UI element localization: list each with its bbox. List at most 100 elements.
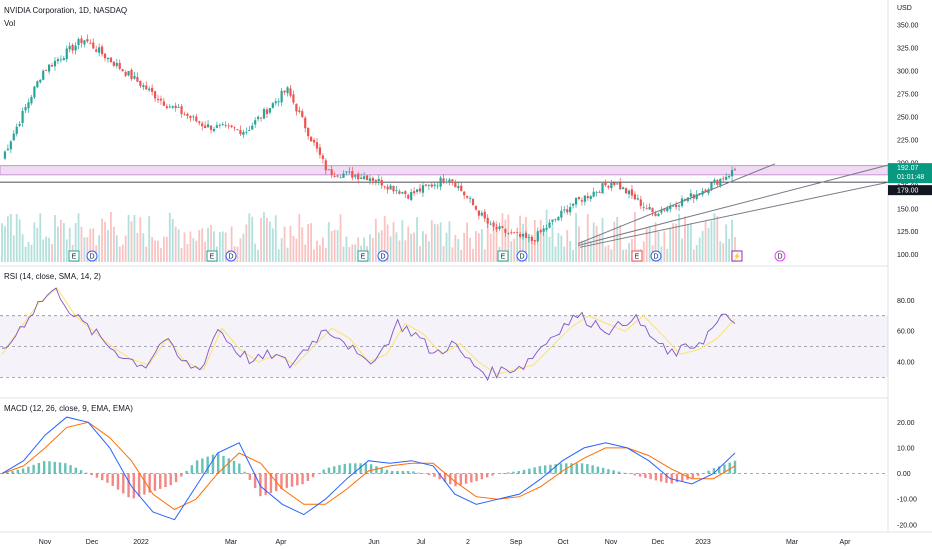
candle-body <box>351 171 354 178</box>
macd-histogram-bar <box>512 471 515 474</box>
macd-histogram-bar <box>412 471 415 474</box>
macd-histogram-bar <box>575 463 578 474</box>
candle-body <box>666 207 669 212</box>
volume-bar <box>333 229 336 262</box>
volume-bar <box>734 237 736 262</box>
price-tick-label: 325.00 <box>897 46 919 53</box>
candle-body <box>510 232 513 234</box>
volume-bar <box>560 235 563 262</box>
candle-body <box>71 44 74 51</box>
candle-body <box>180 106 183 115</box>
candle-body <box>153 91 157 99</box>
candle-body <box>451 179 454 182</box>
candle-body <box>39 79 42 83</box>
volume-bar <box>295 238 298 262</box>
macd-histogram-bar <box>32 464 35 474</box>
volume-bar <box>357 237 360 262</box>
volume-bar <box>383 216 386 262</box>
candle-body <box>230 125 233 128</box>
volume-bar <box>516 235 519 262</box>
candle-body <box>268 108 271 113</box>
candle-body <box>224 124 227 126</box>
time-axis-label: Jul <box>417 539 426 546</box>
candle-body <box>265 109 269 114</box>
volume-bar <box>168 212 171 262</box>
earnings-marker <box>68 250 80 262</box>
time-axis-label: 2 <box>466 539 470 546</box>
macd-histogram-bar <box>654 473 658 481</box>
macd-histogram-bar <box>311 473 315 478</box>
volume-bar <box>681 238 683 262</box>
macd-histogram-bar <box>517 471 520 474</box>
candle-body <box>139 80 142 87</box>
candle-body <box>204 125 207 129</box>
candle-body <box>489 223 492 225</box>
macd-histogram-bar <box>649 473 652 480</box>
macd-histogram-bar <box>248 473 252 480</box>
volume-bar <box>386 224 389 262</box>
macd-histogram-bar <box>449 473 452 485</box>
candle-body <box>719 178 722 186</box>
volume-bar <box>236 246 239 262</box>
candle-body <box>83 40 86 45</box>
macd-histogram-bar <box>21 468 25 474</box>
candle-body <box>651 208 654 213</box>
volume-bar <box>304 244 307 262</box>
volume-bar <box>686 224 689 262</box>
macd-histogram-bar <box>596 466 600 474</box>
candle-body <box>257 116 260 120</box>
macd-histogram-bar <box>37 462 41 474</box>
candle-body <box>236 129 239 131</box>
candle-body <box>151 87 154 92</box>
candle-body <box>6 148 9 151</box>
candle-body <box>613 182 616 185</box>
candle-body <box>133 76 136 79</box>
volume-bar <box>466 222 469 262</box>
candle-body <box>77 39 80 45</box>
volume-bar <box>663 231 666 262</box>
volume-bar <box>342 246 345 262</box>
volume-bar <box>654 222 657 262</box>
macd-histogram-bar <box>369 464 373 474</box>
volume-bar <box>554 246 557 262</box>
event-marker-label: E <box>210 254 215 261</box>
candle-body <box>309 136 313 142</box>
candle-body <box>707 189 710 194</box>
candle-body <box>124 72 127 76</box>
volume-bar <box>201 228 204 262</box>
volume-bar <box>416 217 418 262</box>
volume-bar <box>692 249 695 262</box>
candle-body <box>227 125 230 127</box>
candle-body <box>427 184 430 186</box>
volume-bar <box>719 241 722 262</box>
macd-histogram-bar <box>601 467 605 474</box>
candle-body <box>663 209 666 211</box>
candle-body <box>722 178 725 180</box>
volume-bar <box>716 216 719 262</box>
volume-bar <box>319 245 321 262</box>
volume-bar <box>339 214 342 262</box>
candle-body <box>165 106 168 109</box>
candle-body <box>524 232 528 238</box>
macd-histogram-bar <box>137 473 141 497</box>
candle-body <box>259 117 263 119</box>
candle-body <box>301 111 304 118</box>
volume-bar <box>277 249 280 262</box>
macd-histogram-bar <box>733 460 737 474</box>
candle-body <box>633 194 637 200</box>
candle-body <box>277 101 280 103</box>
volume-bar <box>374 218 377 262</box>
macd-histogram-bar <box>338 465 341 474</box>
candle-body <box>468 198 472 200</box>
volume-bar <box>298 213 301 262</box>
candle-body <box>233 127 236 129</box>
candle-body <box>439 177 442 187</box>
time-axis-label: Apr <box>840 539 852 546</box>
candle-body <box>513 232 516 234</box>
macd-histogram-bar <box>559 463 563 474</box>
candle-body <box>162 101 166 106</box>
volume-bar <box>74 223 77 262</box>
candle-body <box>507 233 510 234</box>
candle-body <box>68 45 71 50</box>
